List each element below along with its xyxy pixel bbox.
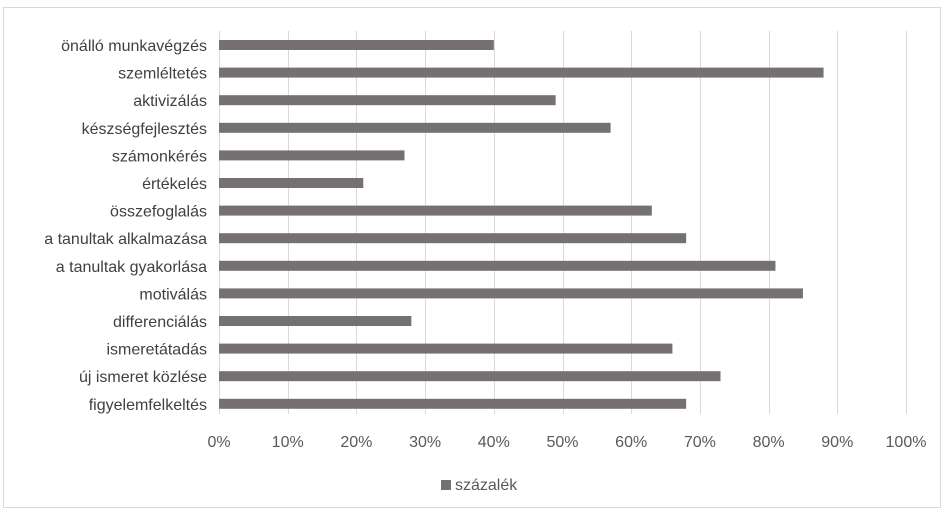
x-tick-label: 50%: [546, 434, 578, 451]
x-tick-label: 0%: [207, 434, 230, 451]
category-label: szemléltetés: [118, 66, 207, 83]
category-label: értékelés: [142, 176, 207, 193]
bars: [219, 40, 824, 409]
x-tick-label: 40%: [478, 434, 510, 451]
category-label: önálló munkavégzés: [61, 38, 207, 55]
category-label: számonkérés: [112, 148, 207, 165]
x-tick-label: 80%: [753, 434, 785, 451]
bar: [219, 371, 721, 382]
category-label: aktivizálás: [133, 93, 207, 110]
gridlines: [219, 31, 907, 414]
category-label: összefoglalás: [110, 204, 207, 221]
x-tick-labels: 0% 10% 20% 30% 40% 50% 60% 70% 80% 90% 100%: [207, 434, 926, 451]
bar: [219, 233, 687, 244]
x-tick-label: 70%: [684, 434, 716, 451]
x-tick-label: 60%: [615, 434, 647, 451]
bar: [219, 178, 364, 188]
category-labels: önálló munkavégzés szemléltetés aktivizálá…: [44, 38, 207, 414]
category-label: új ismeret közlése: [79, 369, 207, 386]
bar: [219, 122, 611, 133]
bar: [219, 67, 824, 78]
x-tick-label: 20%: [340, 434, 372, 451]
x-tick-label: 100%: [886, 434, 927, 451]
bar: [219, 150, 405, 161]
category-label: motiválás: [139, 286, 207, 303]
category-label: figyelemfelkeltés: [89, 397, 207, 414]
category-label: a tanultak gyakorlása: [56, 259, 207, 276]
category-label: a tanultak alkalmazása: [44, 231, 207, 248]
bar: [219, 288, 803, 299]
bar: [219, 343, 673, 354]
bar: [219, 316, 412, 326]
legend-label: százalék: [455, 477, 518, 494]
bar: [219, 40, 494, 50]
chart-frame: [3, 7, 941, 508]
category-label: differenciálás: [113, 314, 207, 331]
bar: [219, 260, 776, 271]
category-label: ismeretátadás: [107, 342, 208, 359]
x-tick-label: 10%: [272, 434, 304, 451]
legend: százalék: [441, 477, 518, 494]
bar: [219, 398, 687, 409]
category-label: készségfejlesztés: [82, 121, 207, 138]
bar: [219, 95, 556, 106]
x-tick-label: 90%: [821, 434, 853, 451]
x-tick-label: 30%: [409, 434, 441, 451]
legend-swatch: [441, 480, 451, 490]
bar: [219, 205, 652, 216]
